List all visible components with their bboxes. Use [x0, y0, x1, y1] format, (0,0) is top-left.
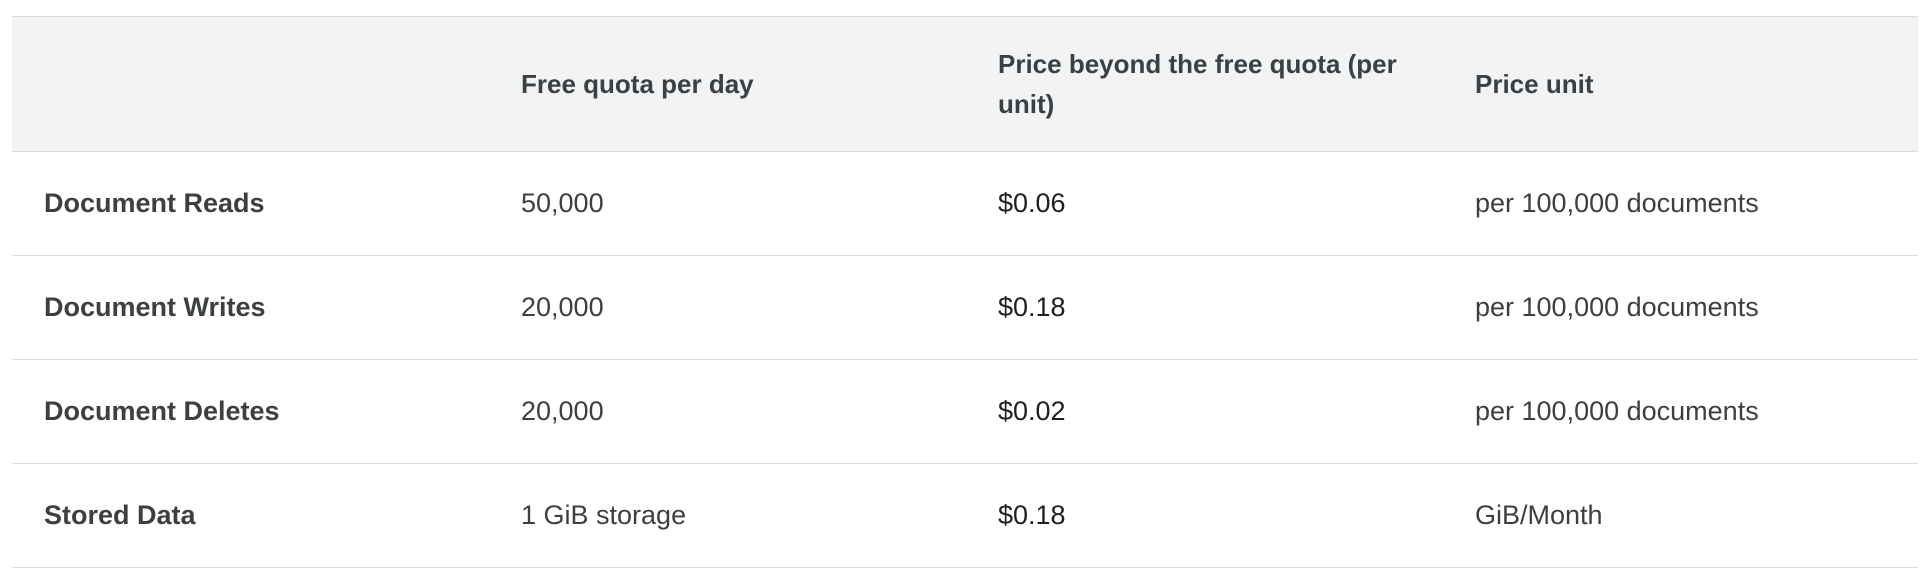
- row-label-stored-data: Stored Data: [12, 463, 489, 568]
- pricing-table-body: Document Reads 50,000 $0.06 per 100,000 …: [12, 151, 1918, 568]
- unit-cell: per 100,000 documents: [1443, 151, 1918, 256]
- free-quota-cell: 50,000: [489, 151, 966, 256]
- header-free-quota: Free quota per day: [489, 16, 966, 152]
- table-row: Document Deletes 20,000 $0.02 per 100,00…: [12, 359, 1918, 464]
- table-row: Document Reads 50,000 $0.06 per 100,000 …: [12, 151, 1918, 256]
- row-label-document-reads: Document Reads: [12, 151, 489, 256]
- free-quota-cell: 20,000: [489, 255, 966, 360]
- pricing-table-container: Free quota per day Price beyond the free…: [12, 16, 1918, 568]
- table-row: Stored Data 1 GiB storage $0.18 GiB/Mont…: [12, 463, 1918, 568]
- header-name: [12, 16, 489, 152]
- row-label-document-writes: Document Writes: [12, 255, 489, 360]
- unit-cell: GiB/Month: [1443, 463, 1918, 568]
- header-price-unit: Price unit: [1443, 16, 1918, 152]
- header-row: Free quota per day Price beyond the free…: [12, 16, 1918, 152]
- unit-cell: per 100,000 documents: [1443, 359, 1918, 464]
- pricing-table: Free quota per day Price beyond the free…: [12, 16, 1918, 568]
- pricing-table-header: Free quota per day Price beyond the free…: [12, 16, 1918, 152]
- free-quota-cell: 20,000: [489, 359, 966, 464]
- price-cell: $0.18: [966, 463, 1443, 568]
- price-cell: $0.02: [966, 359, 1443, 464]
- unit-cell: per 100,000 documents: [1443, 255, 1918, 360]
- header-price-beyond-quota: Price beyond the free quota (per unit): [966, 16, 1443, 152]
- price-cell: $0.18: [966, 255, 1443, 360]
- price-cell: $0.06: [966, 151, 1443, 256]
- table-row: Document Writes 20,000 $0.18 per 100,000…: [12, 255, 1918, 360]
- row-label-document-deletes: Document Deletes: [12, 359, 489, 464]
- header-price-beyond-quota-text: Price beyond the free quota (per unit): [998, 49, 1397, 119]
- free-quota-cell: 1 GiB storage: [489, 463, 966, 568]
